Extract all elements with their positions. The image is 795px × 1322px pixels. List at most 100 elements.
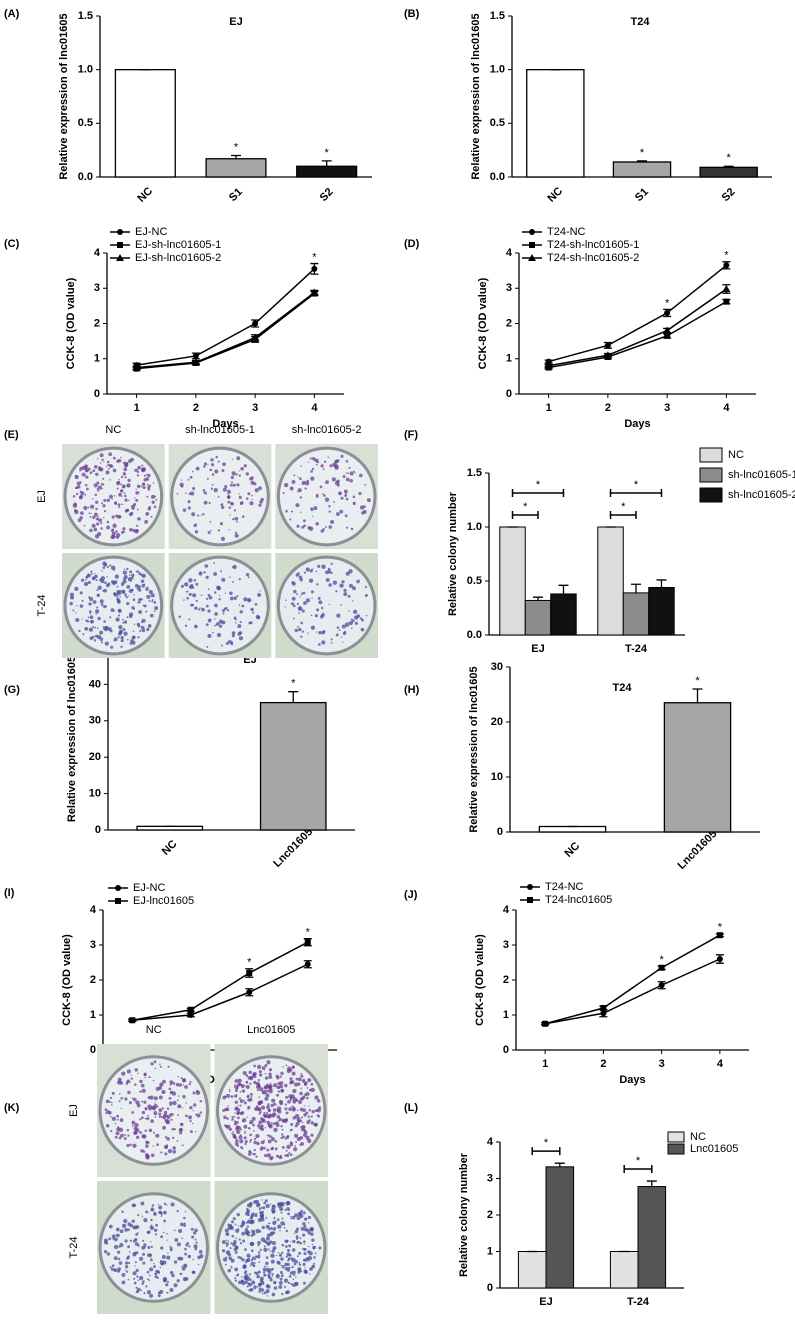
colony — [257, 1108, 262, 1112]
colony — [280, 1257, 284, 1261]
colony — [147, 1114, 150, 1117]
colony — [242, 1264, 247, 1269]
colony — [132, 1271, 137, 1276]
legend-label: NC — [728, 449, 744, 461]
colony — [199, 1099, 203, 1103]
colony — [220, 536, 226, 541]
dish — [63, 555, 164, 656]
colony — [79, 604, 84, 608]
colony — [214, 591, 217, 594]
bar — [550, 593, 577, 636]
colony — [129, 1239, 133, 1242]
error-bar — [321, 160, 332, 167]
colony — [280, 1211, 283, 1214]
line — [132, 941, 309, 1021]
legend-label: T24-lnc01605 — [545, 894, 612, 906]
colony — [88, 610, 92, 613]
colony — [123, 494, 127, 498]
colony — [281, 1145, 285, 1149]
colony — [225, 1232, 230, 1237]
colony — [116, 1080, 122, 1085]
colony — [278, 1099, 283, 1104]
colony — [143, 474, 147, 477]
colony — [308, 1260, 310, 1262]
colony — [239, 1242, 243, 1245]
colony — [211, 483, 214, 486]
colony — [328, 583, 332, 587]
colony — [148, 1253, 153, 1257]
colony — [167, 1065, 170, 1068]
colony — [75, 612, 77, 614]
colony — [169, 1103, 172, 1107]
colony — [144, 1117, 147, 1120]
y-tick-label: 1.0 — [467, 521, 482, 533]
colony — [114, 1122, 117, 1125]
colony — [90, 573, 93, 575]
colony — [291, 1257, 296, 1263]
colony — [302, 1262, 306, 1266]
colony — [72, 503, 78, 508]
colony — [96, 627, 99, 630]
colony — [150, 1224, 153, 1227]
colony — [108, 452, 113, 457]
colony — [265, 1261, 269, 1266]
colony — [137, 1072, 139, 1075]
significance: * — [312, 251, 317, 263]
colony — [255, 1076, 257, 1078]
colony — [250, 1214, 254, 1218]
colony — [104, 1108, 108, 1112]
colony — [235, 473, 238, 476]
colony — [296, 1255, 299, 1258]
colony — [126, 638, 129, 641]
colony — [321, 640, 326, 645]
marker — [723, 298, 730, 305]
column-label: sh-lnc01605-2 — [292, 424, 362, 436]
colony — [225, 1242, 229, 1246]
line — [544, 958, 721, 1025]
colony — [157, 1106, 159, 1108]
colony — [126, 484, 129, 487]
colony — [214, 603, 218, 608]
colony — [125, 461, 129, 465]
colony — [298, 1261, 301, 1264]
colony — [105, 470, 110, 475]
colony — [182, 508, 187, 512]
colony — [132, 1143, 137, 1148]
colony — [182, 1079, 186, 1083]
colony — [249, 1278, 252, 1282]
colony — [102, 626, 104, 628]
colony — [81, 599, 84, 602]
colony — [184, 1247, 187, 1251]
colony — [166, 1280, 169, 1284]
colony — [266, 1105, 270, 1110]
colony — [119, 1092, 121, 1095]
colony — [153, 1262, 155, 1265]
colony — [295, 1077, 299, 1081]
colony — [291, 1248, 296, 1252]
colony — [241, 1231, 245, 1236]
colony — [139, 1256, 144, 1261]
colony — [285, 1118, 289, 1122]
colony — [267, 1273, 271, 1277]
colony — [228, 529, 231, 531]
colony — [198, 1250, 203, 1254]
colony — [103, 498, 107, 502]
colony — [183, 1224, 186, 1227]
colony — [109, 627, 112, 630]
colony — [261, 1292, 264, 1295]
colony — [178, 1228, 183, 1233]
colony — [116, 585, 119, 588]
colony — [157, 1294, 161, 1298]
x-tick-label: 1 — [546, 402, 552, 414]
significance: * — [523, 501, 528, 513]
colony — [147, 1278, 149, 1281]
colony — [246, 1285, 249, 1288]
colony — [86, 487, 89, 491]
colony — [239, 502, 243, 506]
colony — [234, 1112, 236, 1114]
colony — [113, 569, 116, 571]
colony — [321, 564, 326, 569]
x-tick-label: NC — [563, 840, 583, 860]
colony — [285, 509, 288, 513]
colony — [117, 1267, 122, 1271]
